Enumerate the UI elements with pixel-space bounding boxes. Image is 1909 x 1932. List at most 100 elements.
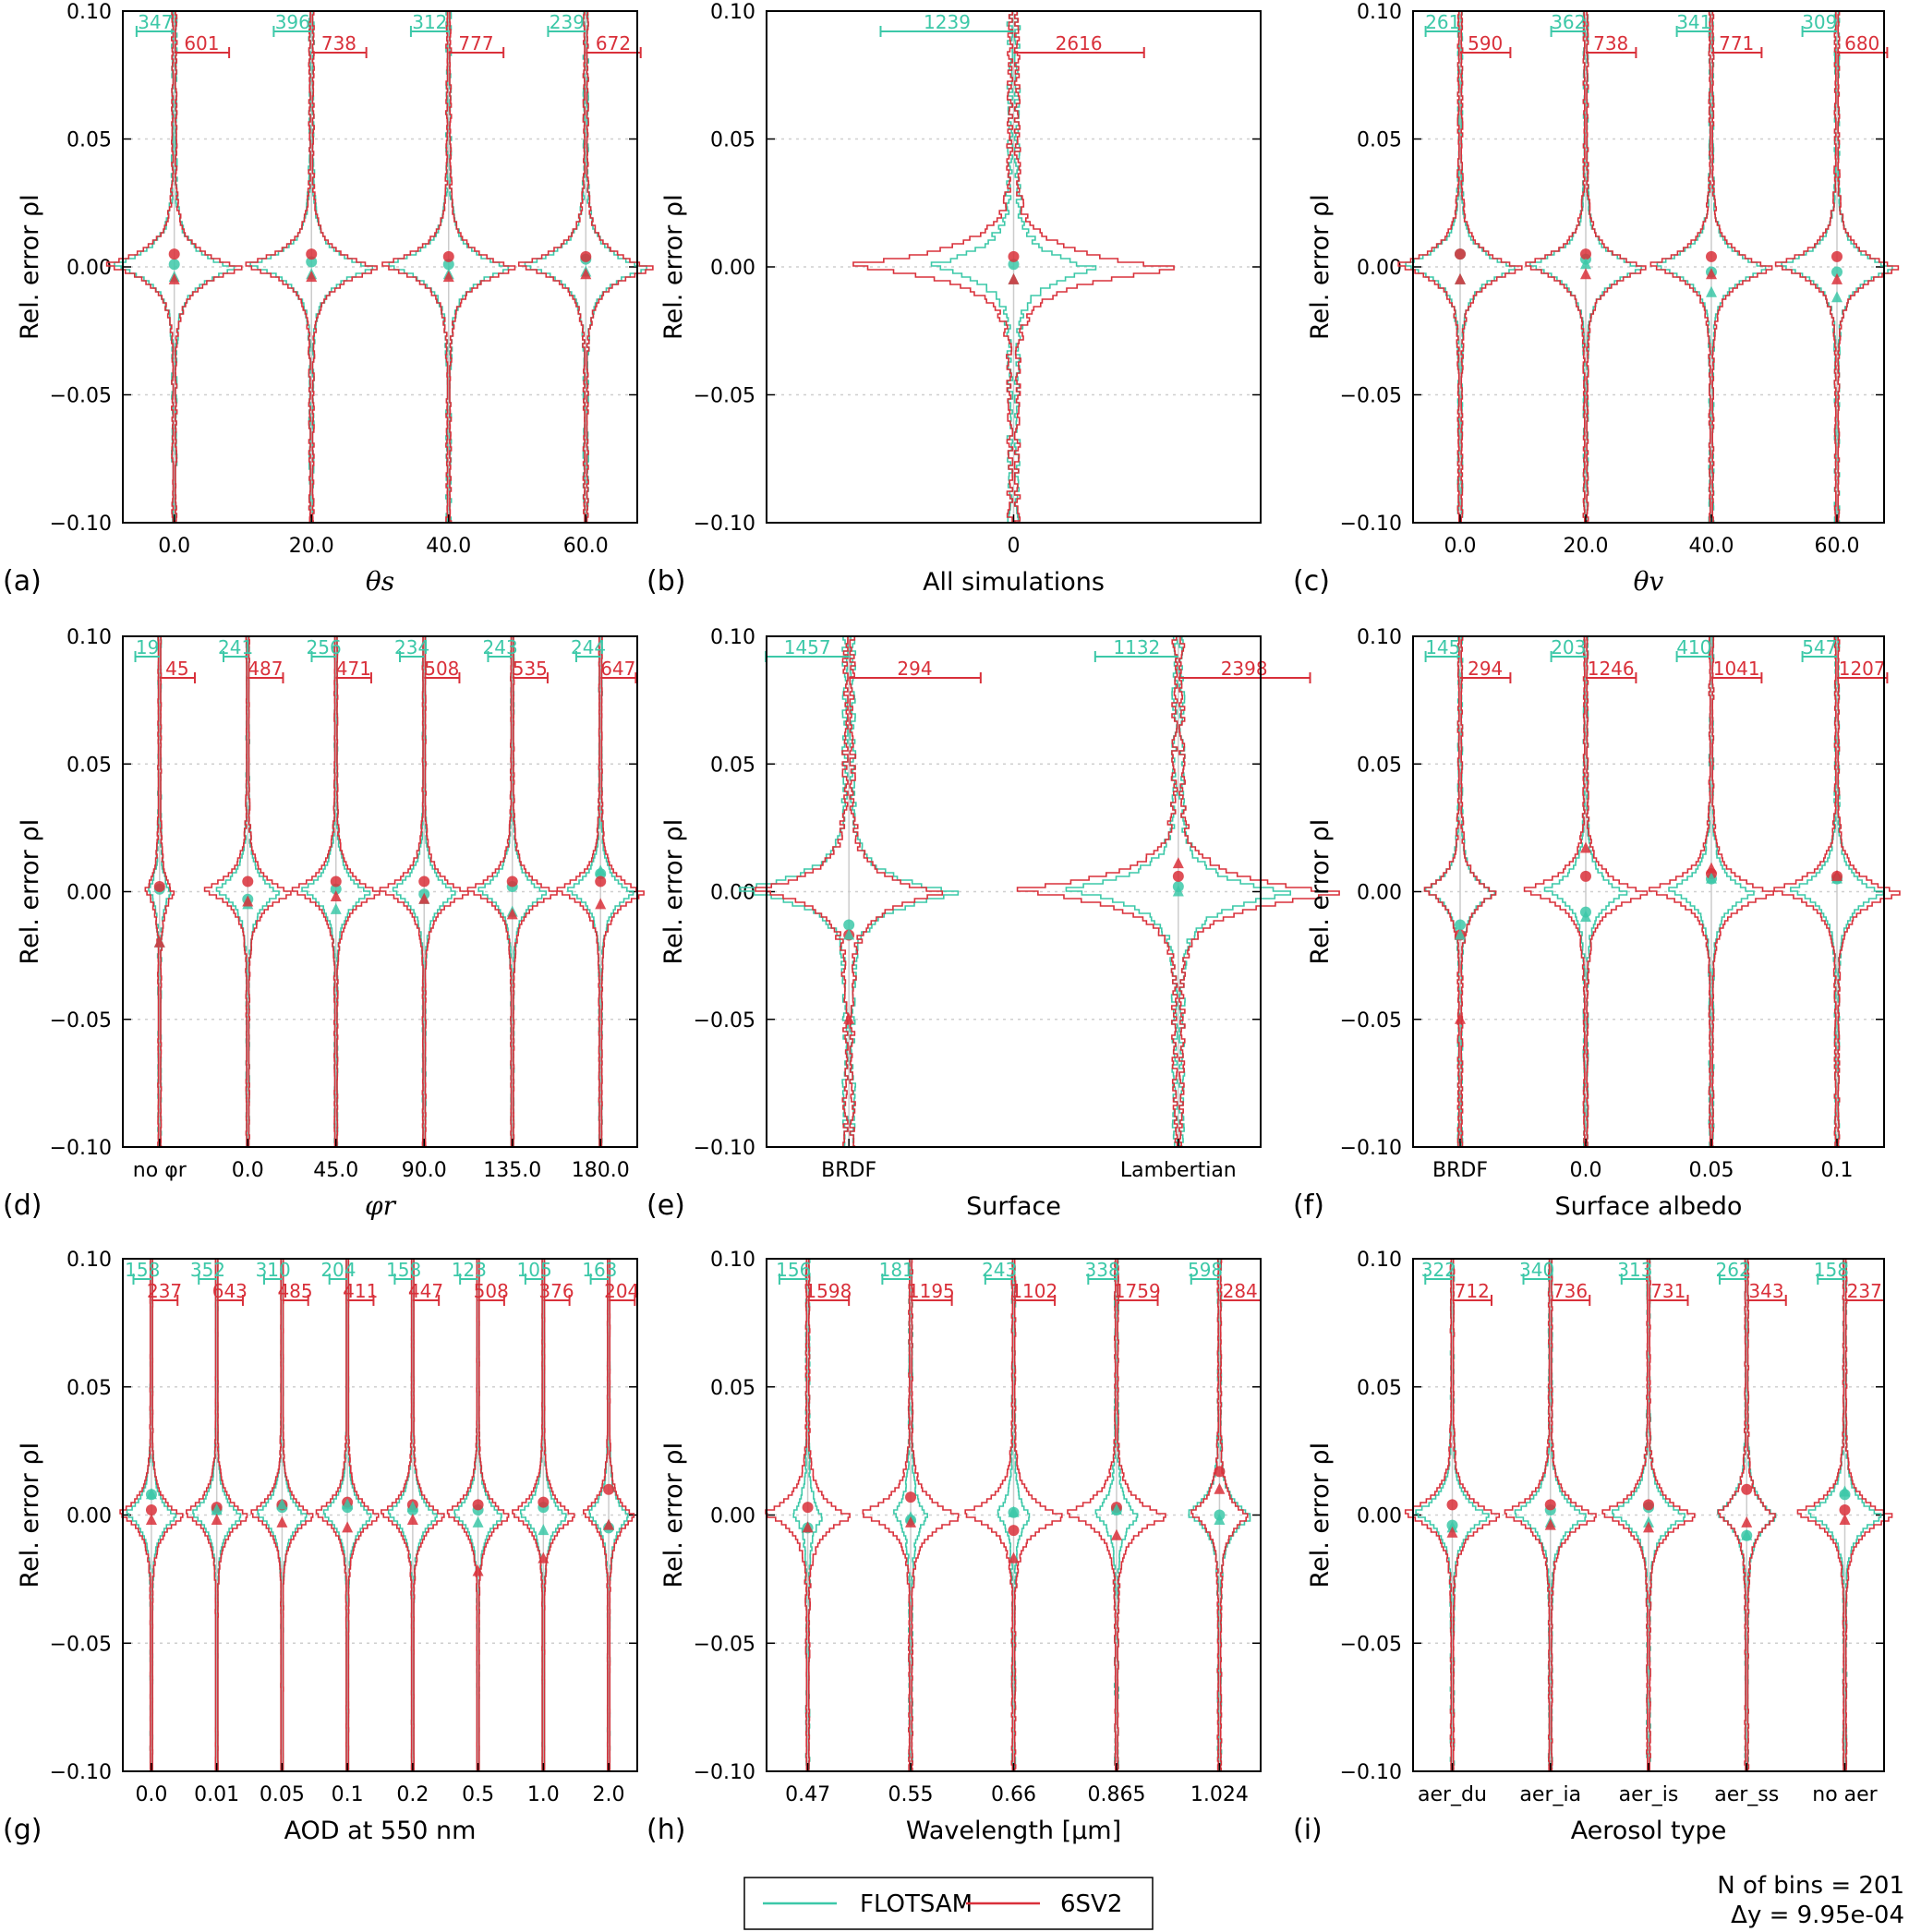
ytick-label: −0.05 <box>50 385 112 408</box>
ytick-label: −0.05 <box>694 1633 755 1656</box>
xtick-label: 0.47 <box>785 1783 830 1806</box>
flotsam-count-label: 105 <box>517 1259 552 1281</box>
flotsam-median-marker <box>1741 1528 1753 1540</box>
sixsv2-mean-marker <box>145 1503 157 1515</box>
ytick-label: −0.10 <box>1340 1761 1402 1784</box>
flotsam-count-label: 156 <box>776 1259 811 1281</box>
sixsv2-count-label: 771 <box>1719 32 1754 54</box>
flotsam-count-label: 158 <box>1814 1259 1849 1281</box>
sixsv2-median-marker <box>1706 862 1717 874</box>
sixsv2-mean-marker <box>1455 248 1466 260</box>
axes-frame <box>1412 10 1885 524</box>
flotsam-count-label: 313 <box>1617 1259 1652 1281</box>
sixsv2-count-label: 447 <box>408 1280 443 1302</box>
sixsv2-median-marker <box>168 272 180 284</box>
xtick-label: 1.024 <box>1190 1783 1249 1806</box>
flotsam-count-label: 158 <box>125 1259 160 1281</box>
flotsam-median-marker <box>342 1498 354 1510</box>
flotsam-count-label: 1239 <box>924 11 971 33</box>
flotsam-count-label: 145 <box>1425 636 1460 658</box>
ytick-label: −0.10 <box>50 1761 112 1784</box>
ytick-label: 0.05 <box>710 129 755 152</box>
ytick-label: 0.10 <box>710 1249 755 1272</box>
xlabel: φr <box>365 1190 397 1221</box>
sixsv2-median-marker <box>442 271 454 283</box>
ytick-label: −0.05 <box>1340 385 1402 408</box>
sixsv2-count-label: 712 <box>1455 1280 1490 1302</box>
xtick-label: 0.0 <box>1444 535 1477 558</box>
xtick-label: 40.0 <box>426 535 471 558</box>
flotsam-count-label: 204 <box>320 1259 356 1281</box>
sixsv2-count-label: 294 <box>897 658 932 680</box>
sixsv2-median-marker <box>843 1012 855 1024</box>
flotsam-count-label: 598 <box>1188 1259 1223 1281</box>
xtick-label: 40.0 <box>1689 535 1734 558</box>
sixsv2-mean-marker <box>242 875 254 888</box>
sixsv2-mean-marker <box>1580 248 1591 260</box>
ytick-label: −0.05 <box>694 385 755 408</box>
panel-g: −0.10−0.050.000.050.10 1582370.03526430.0… <box>3 1249 639 1846</box>
ylabel: Rel. error ρI <box>1306 194 1335 340</box>
flotsam-median-marker <box>472 1515 484 1527</box>
dy-note: Δy = 9.95e-04 <box>1731 1902 1904 1929</box>
ytick-label: 0.00 <box>1357 1505 1402 1528</box>
ytick-label: 0.10 <box>66 626 112 649</box>
xtick-label: 0.05 <box>1689 1159 1734 1182</box>
sixsv2-median-marker <box>306 271 318 283</box>
ytick-label: 0.00 <box>66 882 112 905</box>
xtick-label: no aer <box>1812 1783 1878 1806</box>
sixsv2-median-marker <box>1643 1521 1654 1533</box>
flotsam-median-marker <box>1580 258 1591 270</box>
sixsv2-count-label: 601 <box>184 32 219 54</box>
sixsv2-count-label: 1759 <box>1114 1280 1161 1302</box>
ylabel: Rel. error ρI <box>1306 819 1335 965</box>
sixsv2-count-label: 1195 <box>908 1280 955 1302</box>
flotsam-median-marker <box>1172 885 1184 897</box>
xtick-label: 0.1 <box>332 1783 364 1806</box>
flotsam-count-label: 1457 <box>784 636 831 658</box>
xlabel: Surface <box>966 1192 1061 1221</box>
flotsam-count-label: 243 <box>982 1259 1017 1281</box>
flotsam-median-marker <box>145 1488 157 1500</box>
xtick-label: 60.0 <box>563 535 609 558</box>
panel-letter: (d) <box>3 1189 42 1222</box>
panel-e: −0.10−0.050.000.050.10 1457294BRDF1132239… <box>646 626 1340 1222</box>
ylabel: Rel. error ρI <box>659 1443 688 1588</box>
sixsv2-count-label: 204 <box>604 1280 639 1302</box>
sixsv2-median-marker <box>905 1515 917 1527</box>
sixsv2-mean-marker <box>1741 1483 1753 1495</box>
sixsv2-count-label: 508 <box>424 658 459 680</box>
xtick-label: BRDF <box>1432 1159 1488 1182</box>
xlabel: Surface albedo <box>1555 1192 1743 1221</box>
ylabel: Rel. error ρI <box>659 194 688 340</box>
xtick-label: 90.0 <box>402 1159 447 1182</box>
panel-a: −0.10 −0.05 0.00 0.05 0.10 347 601 0.0 396 738 20.… <box>3 1 654 598</box>
sixsv2-mean-marker <box>306 248 318 260</box>
sixsv2-median-marker <box>145 1514 157 1526</box>
xtick-label: 0.5 <box>462 1783 494 1806</box>
sixsv2-mean-marker <box>1446 1499 1458 1511</box>
sixsv2-median-marker <box>1214 1482 1226 1494</box>
sixsv2-count-label: 471 <box>336 658 371 680</box>
flotsam-median-marker <box>330 902 342 914</box>
xlabel: θv <box>1634 566 1664 597</box>
flotsam-count-label: 19 <box>136 636 159 658</box>
flotsam-count-label: 234 <box>394 636 429 658</box>
ytick-label: 0.10 <box>1357 1 1402 24</box>
axes-frame <box>1412 1258 1885 1772</box>
axes-frame <box>766 1258 1262 1772</box>
flotsam-median-marker <box>1214 1514 1226 1526</box>
flotsam-count-label: 158 <box>386 1259 421 1281</box>
sixsv2-median-marker <box>1741 1515 1753 1527</box>
sixsv2-median-marker <box>1446 1526 1458 1538</box>
ytick-label: 0.00 <box>710 257 755 280</box>
xtick-label: 180.0 <box>572 1159 630 1182</box>
sixsv2-count-label: 45 <box>165 658 188 680</box>
ylabel: Rel. error ρI <box>16 1443 44 1588</box>
ytick-label: 0.10 <box>66 1 112 24</box>
flotsam-count-label: 341 <box>1676 11 1711 33</box>
ytick-label: −0.05 <box>1340 1633 1402 1656</box>
sixsv2-mean-marker <box>168 248 180 260</box>
axes-frame <box>122 1258 638 1772</box>
